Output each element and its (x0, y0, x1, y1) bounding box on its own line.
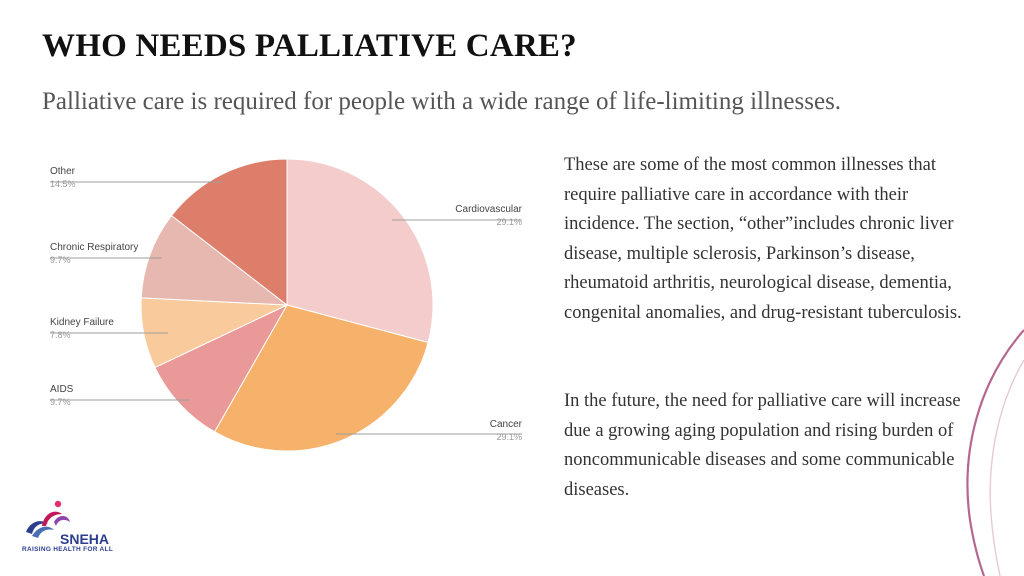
pie-callouts: Cardiovascular 29.1% Cancer 29.1% AIDS 9.7% Ki… (50, 166, 523, 442)
slide-subtitle: Palliative care is required for people w… (42, 88, 842, 115)
pie-slice-cancer (213, 304, 429, 452)
slice-label: Kidney Failure (50, 317, 114, 328)
slice-value-label: 29.1% (496, 432, 522, 442)
slice-value-label: 9.7% (50, 255, 71, 265)
slice-label: Chronic Respiratory (50, 242, 138, 253)
slide-title: WHO NEEDS PALLIATIVE CARE? (42, 28, 577, 64)
future-paragraph: In the future, the need for palliative c… (564, 391, 961, 500)
slice-label: Cancer (490, 419, 523, 430)
slice-value-label: 9.7% (50, 397, 71, 407)
pie-slice-cardiovascular (286, 158, 434, 344)
pie-slice-chronic-respiratory (140, 214, 289, 306)
logo-tagline: RAISING HEALTH FOR ALL (22, 546, 114, 553)
slice-value-label: 7.8% (50, 330, 71, 340)
pie-slices (140, 158, 434, 452)
slice-label: Cardiovascular (455, 204, 522, 215)
description-paragraph: These are some of the most common illnes… (564, 155, 962, 323)
pie-chart: Cardiovascular 29.1% Cancer 29.1% AIDS 9.7% Ki… (50, 158, 523, 452)
slice-label: AIDS (50, 384, 74, 395)
sneha-logo (26, 500, 70, 538)
logo-name: SNEHA (60, 531, 110, 547)
slice-label: Other (50, 166, 76, 177)
slice-value-label: 29.1% (496, 217, 522, 227)
decorative-curve (966, 329, 1024, 576)
pie-slice-other (170, 158, 288, 307)
slice-value-label: 14.5% (50, 179, 76, 189)
